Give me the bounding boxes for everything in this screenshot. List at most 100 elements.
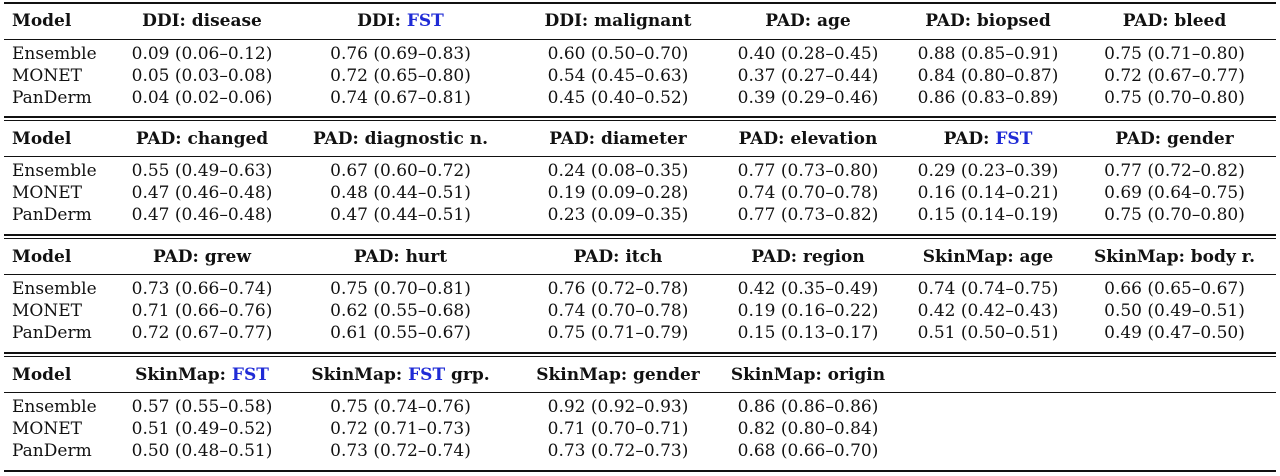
header-cell: PAD: region (751, 247, 865, 267)
header-cell: PAD: changed (135, 129, 269, 149)
table-cell: 0.76 (0.72–0.78) (547, 279, 689, 299)
table-cell: 0.88 (0.85–0.91) (917, 44, 1059, 64)
header-row: Model PAD: grew PAD: hurt PAD: itch PAD:… (4, 240, 1276, 274)
header-rule (4, 156, 1276, 157)
table-cell: 0.77 (0.72–0.82) (1104, 161, 1245, 181)
table-row: PanDerm 0.50 (0.48–0.51) 0.73 (0.72–0.74… (4, 440, 1276, 462)
table-cell: 0.73 (0.72–0.73) (547, 441, 689, 461)
table-cell: 0.09 (0.06–0.12) (131, 44, 273, 64)
data-rows-4: Ensemble 0.57 (0.55–0.58) 0.75 (0.74–0.7… (4, 391, 1276, 462)
table-cell: 0.15 (0.13–0.17) (737, 323, 879, 343)
table-cell: 0.73 (0.72–0.74) (330, 441, 471, 461)
model-name: PanDerm (12, 88, 92, 108)
table-cell: 0.29 (0.23–0.39) (917, 161, 1059, 181)
header-cell: PAD: age (765, 11, 851, 31)
section-rule (4, 352, 1276, 354)
table-cell: 0.04 (0.02–0.06) (131, 88, 273, 108)
header-cell: Model (12, 365, 72, 385)
table-cell: 0.47 (0.44–0.51) (330, 205, 471, 225)
table-cell: 0.57 (0.55–0.58) (131, 397, 273, 417)
header-row: Model DDI: disease DDI: FST DDI: maligna… (4, 4, 1276, 38)
table-cell: 0.62 (0.55–0.68) (330, 301, 471, 321)
header-cell: PAD: hurt (353, 247, 448, 267)
table-block-2: Model PAD: changed PAD: diagnostic n. PA… (4, 122, 1276, 156)
table-cell: 0.74 (0.70–0.78) (547, 301, 689, 321)
section-rule (4, 116, 1276, 118)
header-row: Model SkinMap: FST SkinMap: FST grp. Ski… (4, 358, 1276, 392)
header-cell: PAD: grew (153, 247, 251, 267)
model-name: PanDerm (12, 441, 92, 461)
table-cell: 0.37 (0.27–0.44) (737, 66, 879, 86)
header-cell: PAD: itch (573, 247, 663, 267)
data-rows-2: Ensemble 0.55 (0.49–0.63) 0.67 (0.60–0.7… (4, 155, 1276, 226)
table-cell: 0.15 (0.14–0.19) (917, 205, 1059, 225)
table-cell: 0.42 (0.42–0.43) (917, 301, 1059, 321)
table-row: MONET 0.51 (0.49–0.52) 0.72 (0.71–0.73) … (4, 418, 1276, 440)
table-cell: 0.77 (0.73–0.82) (737, 205, 879, 225)
table-cell: 0.60 (0.50–0.70) (547, 44, 689, 64)
model-name: PanDerm (12, 205, 92, 225)
table-cell: 0.77 (0.73–0.80) (737, 161, 879, 181)
table-cell: 0.75 (0.71–0.79) (547, 323, 689, 343)
table-block-3: Model PAD: grew PAD: hurt PAD: itch PAD:… (4, 240, 1276, 274)
header-cell: PAD: diagnostic n. (312, 129, 489, 149)
table-cell: 0.69 (0.64–0.75) (1104, 183, 1245, 203)
header-cell: SkinMap: FST grp. (311, 365, 490, 385)
header-cell: SkinMap: age (922, 247, 1054, 267)
section-rule (4, 356, 1276, 357)
table-cell: 0.72 (0.67–0.77) (131, 323, 273, 343)
table-cell: 0.71 (0.66–0.76) (131, 301, 273, 321)
table-cell: 0.23 (0.09–0.35) (547, 205, 689, 225)
header-rule (4, 39, 1276, 40)
table-cell: 0.75 (0.74–0.76) (330, 397, 471, 417)
table-cell: 0.74 (0.67–0.81) (330, 88, 471, 108)
header-cell: Model (12, 247, 72, 267)
table-cell: 0.47 (0.46–0.48) (131, 183, 273, 203)
model-name: Ensemble (12, 161, 97, 181)
table-cell: 0.19 (0.16–0.22) (737, 301, 879, 321)
model-name: Ensemble (12, 279, 97, 299)
table-cell: 0.72 (0.71–0.73) (330, 419, 471, 439)
table-cell: 0.50 (0.49–0.51) (1104, 301, 1245, 321)
table-cell: 0.05 (0.03–0.08) (131, 66, 273, 86)
table-row: Ensemble 0.55 (0.49–0.63) 0.67 (0.60–0.7… (4, 160, 1276, 182)
header-cell: PAD: bleed (1122, 11, 1227, 31)
section-rule (4, 234, 1276, 236)
data-rows-3: Ensemble 0.73 (0.66–0.74) 0.75 (0.70–0.8… (4, 273, 1276, 344)
header-row: Model PAD: changed PAD: diagnostic n. PA… (4, 122, 1276, 156)
header-cell: PAD: elevation (738, 129, 878, 149)
table-cell: 0.75 (0.71–0.80) (1104, 44, 1245, 64)
table-cell: 0.19 (0.09–0.28) (547, 183, 689, 203)
table-cell: 0.75 (0.70–0.80) (1104, 205, 1245, 225)
table-row: MONET 0.47 (0.46–0.48) 0.48 (0.44–0.51) … (4, 182, 1276, 204)
model-name: MONET (12, 301, 82, 321)
fst-highlight: FST (995, 129, 1033, 149)
table-cell: 0.71 (0.70–0.71) (547, 419, 689, 439)
fst-highlight: FST (408, 365, 446, 385)
table-cell: 0.54 (0.45–0.63) (547, 66, 689, 86)
model-name: Ensemble (12, 44, 97, 64)
header-cell: Model (12, 11, 72, 31)
table-cell: 0.55 (0.49–0.63) (131, 161, 273, 181)
table-cell: 0.74 (0.74–0.75) (917, 279, 1059, 299)
table-cell: 0.50 (0.48–0.51) (131, 441, 273, 461)
table-cell: 0.61 (0.55–0.67) (330, 323, 471, 343)
header-cell: SkinMap: body r. (1093, 247, 1255, 267)
table-cell: 0.74 (0.70–0.78) (737, 183, 879, 203)
table-cell: 0.39 (0.29–0.46) (737, 88, 879, 108)
header-cell: SkinMap: origin (730, 365, 886, 385)
header-cell: PAD: FST (943, 129, 1033, 149)
header-cell: SkinMap: FST (135, 365, 269, 385)
header-rule (4, 274, 1276, 275)
table-cell: 0.86 (0.83–0.89) (917, 88, 1059, 108)
table-cell: 0.48 (0.44–0.51) (330, 183, 471, 203)
fst-highlight: FST (231, 365, 269, 385)
table-cell: 0.47 (0.46–0.48) (131, 205, 273, 225)
table-cell: 0.66 (0.65–0.67) (1104, 279, 1245, 299)
table-block-1: Model DDI: disease DDI: FST DDI: maligna… (4, 4, 1276, 38)
model-name: Ensemble (12, 397, 97, 417)
table-cell: 0.86 (0.86–0.86) (737, 397, 879, 417)
model-name: MONET (12, 419, 82, 439)
header-cell: DDI: malignant (544, 11, 692, 31)
table-row: PanDerm 0.04 (0.02–0.06) 0.74 (0.67–0.81… (4, 87, 1276, 109)
